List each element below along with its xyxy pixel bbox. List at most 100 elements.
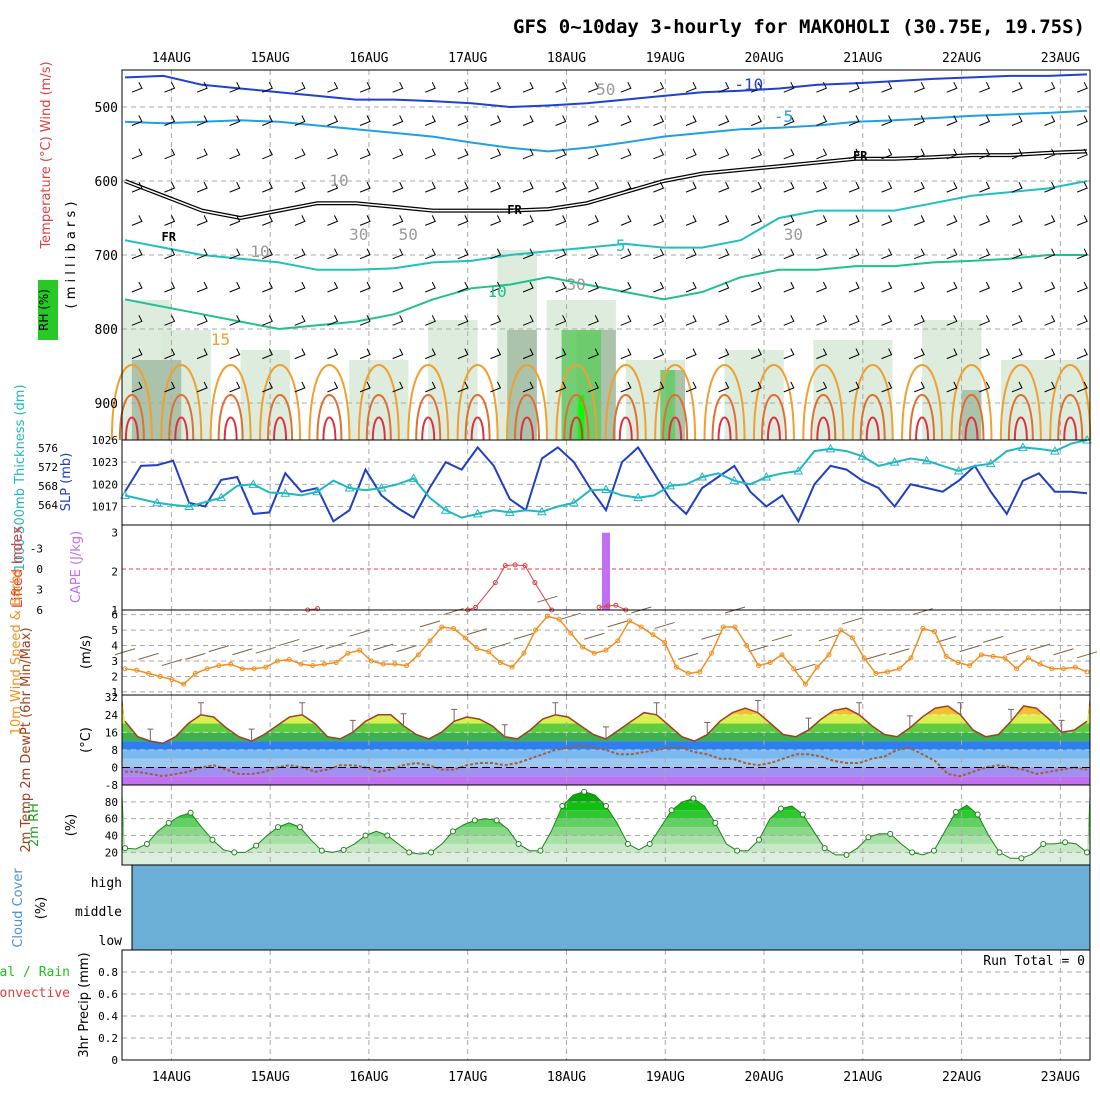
upper-wind-barb: [327, 381, 339, 393]
upper-wind-barb: [490, 215, 502, 226]
upper-wind-barb: [1076, 281, 1088, 293]
rh-shade-dark: [131, 360, 182, 440]
wind-speed-point: [990, 653, 996, 659]
upper-wind-barb: [359, 81, 371, 93]
wind-speed-point: [204, 666, 210, 672]
wind-speed-point: [885, 669, 891, 675]
isotherm-hot: [267, 394, 294, 441]
bottom-date-label: 22AUG: [942, 1070, 981, 1085]
data-layer: [110, 73, 1098, 862]
rh2m-point: [1062, 839, 1069, 846]
temp-maxmin-bar: [906, 715, 913, 728]
wind-speed-point: [181, 681, 187, 687]
upper-wind-barb: [522, 81, 534, 93]
rh2m-point: [559, 803, 566, 810]
upper-wind-barb: [457, 281, 469, 293]
rh2m-point: [340, 846, 347, 853]
upper-wind-barb: [131, 381, 143, 393]
upper-wind-barb: [816, 281, 828, 293]
upper-wind-barb: [946, 148, 958, 160]
upper-wind-barb: [1044, 348, 1056, 360]
upper-wind-barb: [848, 248, 860, 260]
upper-wind-barb: [751, 248, 762, 260]
temp-maxmin-bar: [248, 728, 255, 742]
wind-barb: [865, 652, 886, 660]
contour-label: 50: [399, 225, 418, 244]
upper-wind-barb: [131, 81, 143, 93]
upper-wind-barb: [881, 348, 893, 360]
isotherm-line: [124, 254, 1087, 331]
upper-wind-barb: [1076, 248, 1088, 260]
wind-barb: [185, 652, 206, 660]
upper-wind-barb: [1044, 281, 1056, 293]
temp-maxmin-bar: [704, 722, 711, 735]
wind-barb: [396, 645, 417, 653]
wind-speed-point: [192, 670, 198, 676]
rh2m-point: [1018, 855, 1025, 862]
thickness-marker: [729, 475, 740, 485]
lifted-index-point: [502, 563, 508, 569]
upper-wind-barb: [262, 381, 273, 393]
cloud-row-label: low: [99, 934, 123, 949]
wind-speed-point: [955, 660, 961, 666]
wind-speed-point: [638, 624, 644, 630]
wind-speed-point: [650, 632, 656, 638]
upper-wind-barb: [620, 181, 632, 193]
temp-maxmin-bar: [1008, 708, 1015, 722]
wind-speed-point: [838, 627, 844, 633]
contour-label: FR: [162, 230, 177, 244]
wind-speed-point: [474, 646, 480, 652]
upper-wind-barb: [522, 115, 534, 126]
slp-tick: 1026: [92, 434, 119, 447]
wind-speed-point: [967, 663, 973, 669]
isotherm-hot: [662, 394, 689, 441]
thickness-marker: [504, 507, 515, 516]
wind-barb: [537, 595, 558, 603]
rh2m-point: [209, 836, 216, 843]
rh2m-point: [952, 808, 959, 815]
upper-wind-barb: [848, 181, 860, 193]
temp-unit-label: (°C): [79, 727, 94, 753]
wind-speed-point: [1025, 655, 1031, 661]
pressure-tick: 500: [95, 101, 118, 116]
isotherm-warm: [901, 364, 944, 441]
upper-wind-barb: [718, 281, 730, 293]
upper-wind-barb: [262, 81, 273, 93]
temp-maxmin-bar: [603, 726, 609, 739]
rh2m-point: [471, 817, 478, 824]
wind-speed-point: [626, 618, 632, 624]
upper-wind-barb: [196, 148, 208, 160]
thickness-marker: [376, 483, 387, 492]
isotherm-warm: [357, 364, 400, 441]
upper-wind-barb: [392, 281, 404, 293]
upper-wind-barb: [751, 115, 762, 126]
upper-wind-barb: [913, 115, 925, 126]
upper-wind-barb: [294, 181, 306, 193]
upper-wind-barb: [946, 215, 958, 226]
temp-maxmin-bar: [299, 702, 306, 715]
rh2m-point: [537, 847, 544, 854]
precip-tick: 0.8: [98, 966, 118, 979]
upper-wind-barb: [1076, 315, 1088, 326]
upper-wind-barb: [359, 381, 371, 393]
upper-wind-barb: [555, 381, 567, 393]
wind-speed-point: [368, 658, 374, 664]
isotherm-warm: [110, 364, 153, 441]
temp-maxmin-bar: [147, 728, 154, 742]
lifted-index-point: [473, 604, 479, 610]
cloud-row-label: high: [91, 876, 122, 891]
rh2m-point: [231, 849, 238, 856]
upper-wind-barb: [620, 281, 632, 293]
wind-speed-point: [896, 666, 902, 672]
top-date-label: 15AUG: [251, 51, 290, 66]
rh-shade-dark: [961, 390, 982, 440]
isotherm-warm: [1049, 364, 1092, 441]
wind-speed-point: [814, 664, 820, 670]
upper-wind-barb: [457, 315, 469, 326]
upper-wind-barb: [262, 181, 273, 193]
temp-band: [122, 741, 1090, 750]
isotherm-line: [124, 109, 1088, 153]
rh2m-point: [1040, 840, 1047, 847]
rh-shade: [428, 320, 478, 440]
upper-wind-barb: [425, 248, 436, 260]
